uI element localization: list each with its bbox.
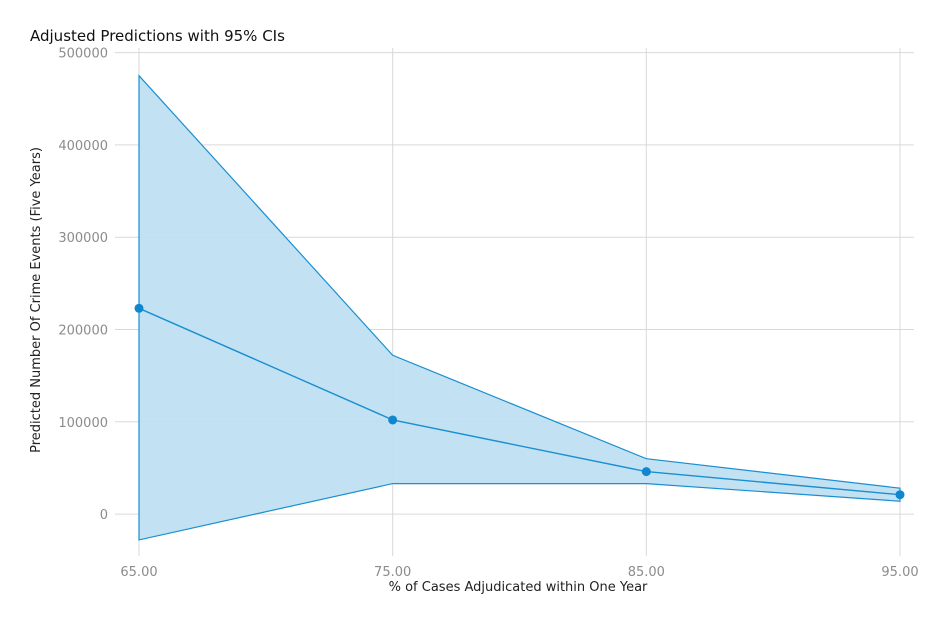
prediction-point xyxy=(895,490,905,500)
y-tick-label: 100000 xyxy=(58,416,108,431)
prediction-point xyxy=(641,467,651,477)
confidence-band xyxy=(138,74,901,541)
y-tick-label: 400000 xyxy=(58,139,108,154)
prediction-point xyxy=(388,415,398,425)
x-tick-label: 75.00 xyxy=(374,565,411,580)
x-tick-label: 95.00 xyxy=(881,565,918,580)
x-tick-label: 65.00 xyxy=(120,565,157,580)
prediction-points xyxy=(134,303,905,500)
x-axis-title: % of Cases Adjudicated within One Year xyxy=(389,580,648,595)
chart-title: Adjusted Predictions with 95% CIs xyxy=(30,27,285,45)
y-axis-title: Predicted Number Of Crime Events (Five Y… xyxy=(29,147,44,453)
prediction-line xyxy=(138,307,901,496)
y-tick-label: 300000 xyxy=(58,231,108,246)
prediction-line-path xyxy=(138,307,901,496)
ci-band xyxy=(138,74,901,541)
y-tick-label: 200000 xyxy=(58,323,108,338)
tick-labels: 0 100000 200000 300000 400000 500000 65.00 75.0… xyxy=(58,47,918,580)
y-tick-label: 500000 xyxy=(58,47,108,62)
prediction-point xyxy=(134,303,144,313)
x-tick-label: 85.00 xyxy=(628,565,665,580)
y-tick-label: 0 xyxy=(100,508,108,523)
